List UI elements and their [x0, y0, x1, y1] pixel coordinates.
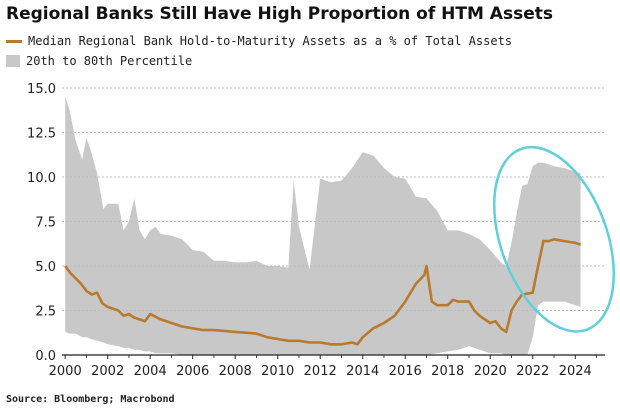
- y-tick-label: 15.0: [27, 82, 56, 97]
- legend: Median Regional Bank Hold-to-Maturity As…: [6, 31, 512, 71]
- y-tick-label: 5.0: [35, 260, 56, 275]
- legend-item-median: Median Regional Bank Hold-to-Maturity As…: [6, 31, 512, 51]
- x-tick-label: 2004: [134, 364, 167, 379]
- x-tick-label: 2008: [219, 364, 252, 379]
- legend-label-median: Median Regional Bank Hold-to-Maturity As…: [28, 34, 513, 48]
- highlight-ellipse: [492, 145, 616, 333]
- x-tick-label: 2006: [176, 364, 209, 379]
- y-tick-label: 12.5: [27, 127, 56, 142]
- x-tick-label: 2010: [261, 364, 294, 379]
- y-tick-label: 10.0: [27, 171, 56, 186]
- x-tick-label: 2022: [516, 364, 549, 379]
- x-tick-label: 2024: [559, 364, 592, 379]
- x-tick-label: 2014: [346, 364, 379, 379]
- median-line: [64, 238, 581, 346]
- y-tick-label: 7.5: [35, 216, 56, 231]
- chart-title: Regional Banks Still Have High Proportio…: [6, 4, 553, 24]
- source-note: Source: Bloomberg; Macrobond: [6, 394, 175, 405]
- x-tick-label: 2016: [389, 364, 422, 379]
- x-tick-label: 2002: [91, 364, 124, 379]
- legend-swatch-band: [6, 55, 20, 67]
- x-tick-label: 2000: [49, 364, 82, 379]
- x-tick-label: 2020: [474, 364, 507, 379]
- legend-label-band: 20th to 80th Percentile: [26, 54, 193, 68]
- legend-item-band: 20th to 80th Percentile: [6, 51, 512, 71]
- x-tick-label: 2012: [304, 364, 337, 379]
- band-area: [65, 96, 581, 356]
- y-tick-label: 0.0: [35, 349, 56, 364]
- legend-swatch-median: [6, 39, 22, 43]
- y-tick-label: 2.5: [35, 305, 56, 320]
- x-tick-label: 2018: [431, 364, 464, 379]
